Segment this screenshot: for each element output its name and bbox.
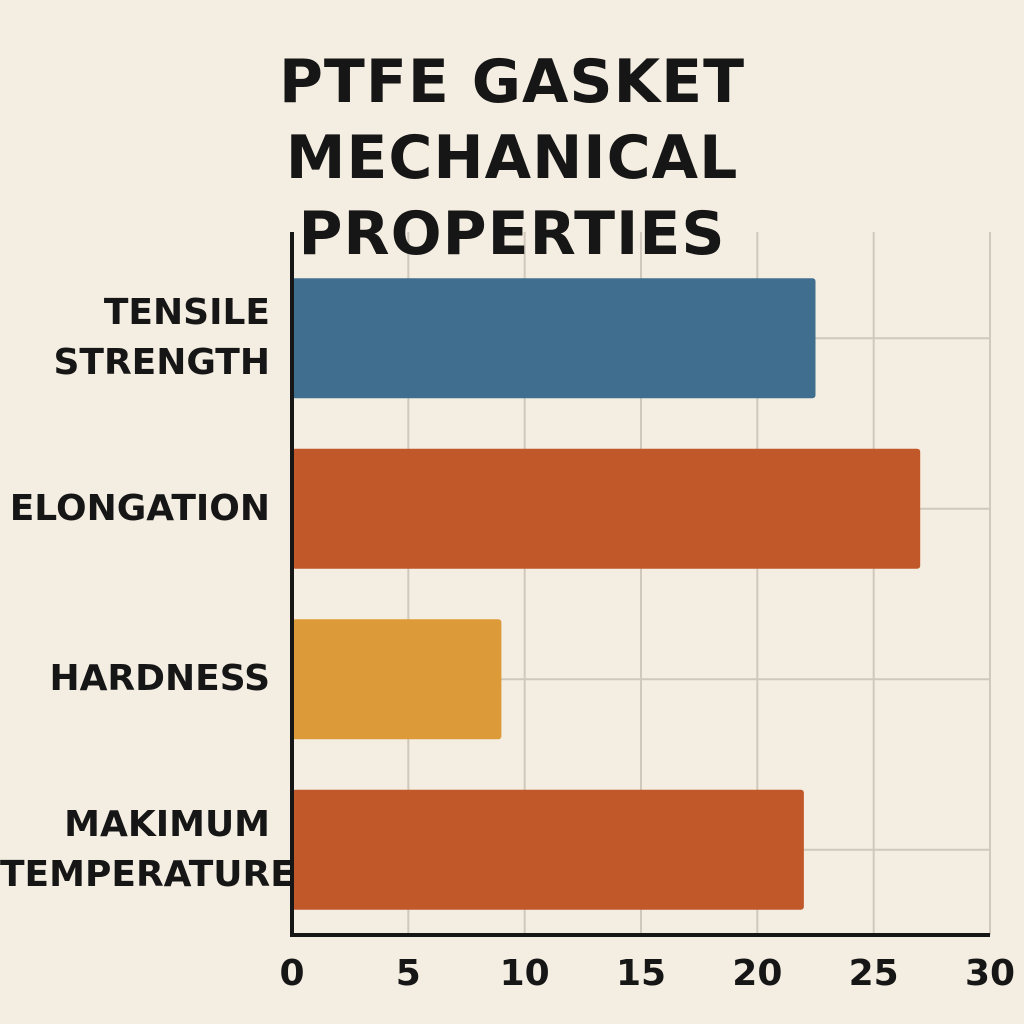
x-tick-label: 15 [616, 953, 666, 994]
y-tick-label: MAKIMUM TEMPERATURE [0, 803, 295, 895]
bar [292, 448, 921, 569]
x-tick-label: 5 [396, 953, 421, 994]
bar [292, 619, 502, 740]
bar [292, 789, 804, 910]
x-tick-label: 10 [500, 953, 550, 994]
x-tick-label: 30 [965, 953, 1015, 994]
y-tick-label: HARDNESS [49, 658, 270, 700]
x-tick-label: 0 [279, 953, 304, 994]
x-tick-label: 20 [732, 953, 782, 994]
x-tick-label: 25 [849, 953, 899, 994]
bar [292, 278, 816, 399]
y-tick-label: ELONGATION [9, 487, 270, 529]
y-tick-label: TENSILE STRENGTH [53, 292, 270, 384]
chart-title: PTFE GASKET MECHANICAL PROPERTIES [278, 47, 746, 269]
